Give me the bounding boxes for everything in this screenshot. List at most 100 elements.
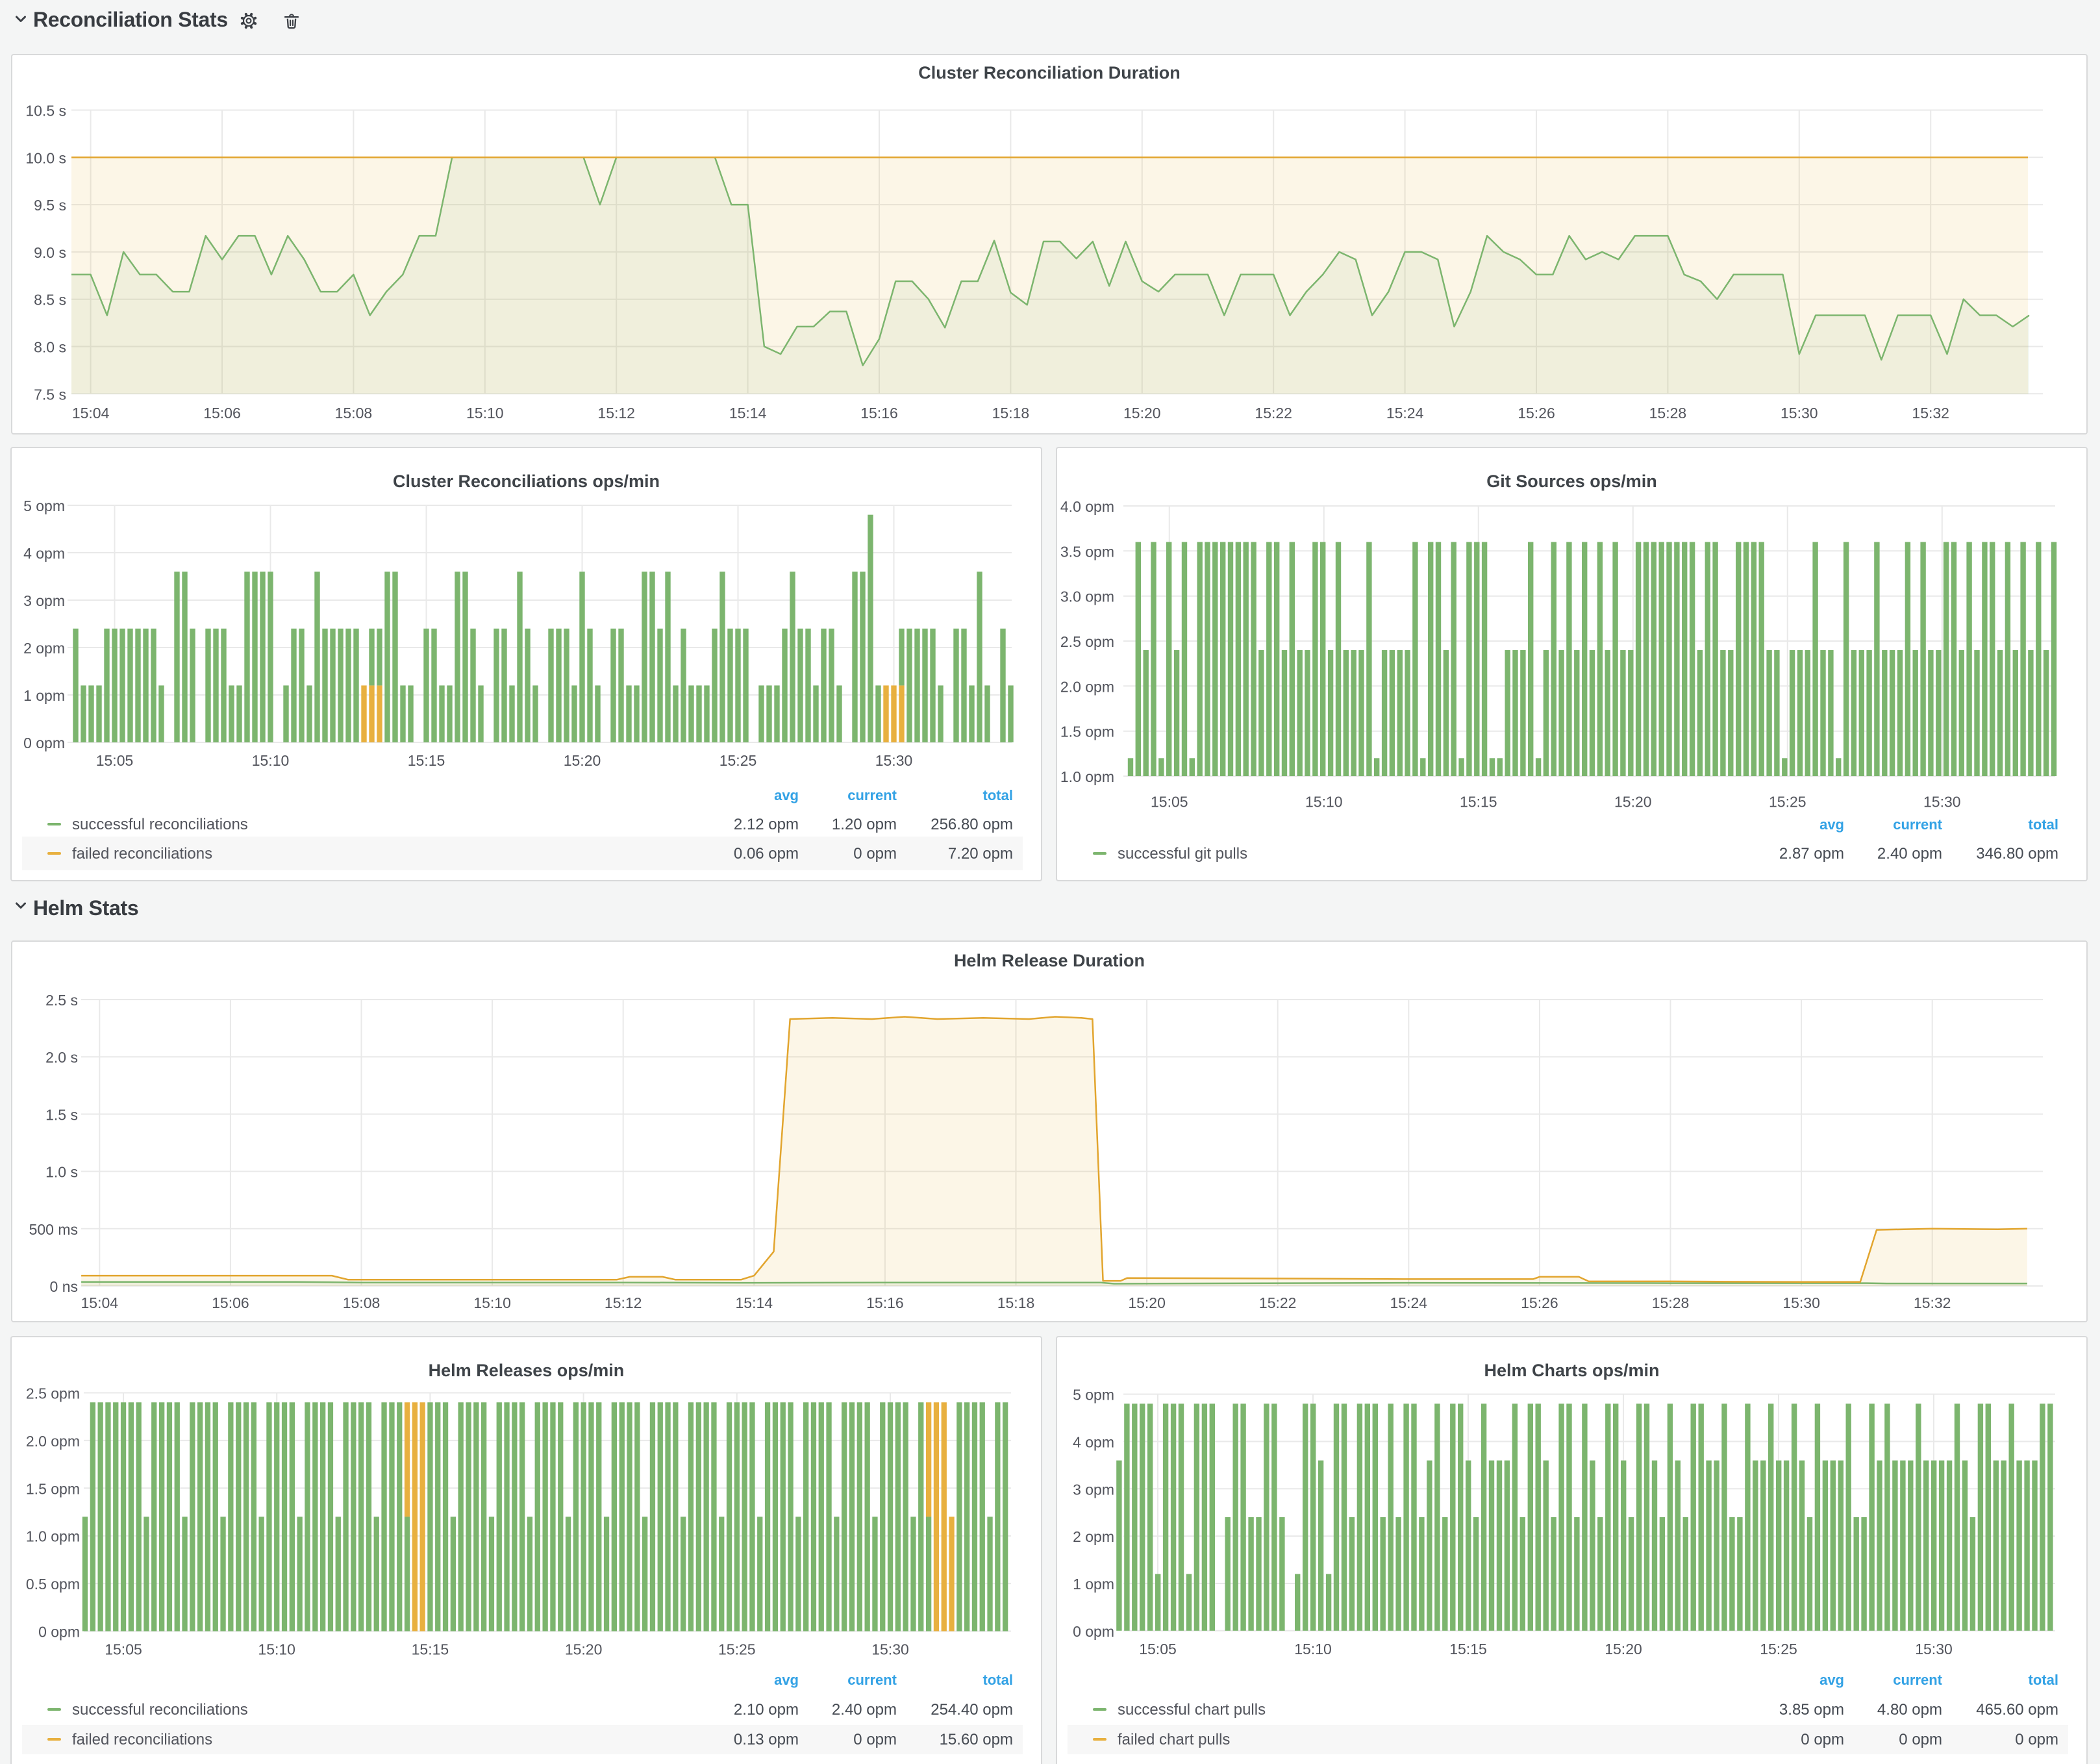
svg-text:2.12 opm: 2.12 opm [734, 816, 799, 833]
svg-text:3 opm: 3 opm [1073, 1481, 1114, 1498]
svg-text:15:30: 15:30 [1915, 1641, 1953, 1657]
svg-text:8.5 s: 8.5 s [34, 292, 66, 309]
svg-text:successful chart pulls: successful chart pulls [1118, 1701, 1266, 1719]
svg-text:failed reconciliations: failed reconciliations [72, 845, 212, 863]
svg-text:15:04: 15:04 [72, 405, 110, 422]
svg-text:15:16: 15:16 [866, 1294, 904, 1311]
svg-text:7.20 opm: 7.20 opm [948, 845, 1013, 863]
svg-text:15:06: 15:06 [212, 1294, 249, 1311]
svg-text:15:05: 15:05 [105, 1641, 142, 1658]
svg-text:15:18: 15:18 [992, 405, 1030, 422]
svg-text:avg: avg [774, 787, 799, 803]
svg-text:254.40 opm: 254.40 opm [931, 1701, 1013, 1719]
svg-text:9.5 s: 9.5 s [34, 197, 66, 214]
svg-text:0.5 opm: 0.5 opm [26, 1576, 80, 1593]
svg-text:15:25: 15:25 [719, 752, 757, 769]
svg-text:15:04: 15:04 [81, 1294, 119, 1311]
svg-text:failed reconciliations: failed reconciliations [72, 1731, 212, 1748]
svg-text:15:15: 15:15 [1460, 794, 1497, 811]
svg-text:2.40 opm: 2.40 opm [832, 1701, 897, 1719]
svg-text:0 opm: 0 opm [1801, 1731, 1844, 1748]
svg-text:15:25: 15:25 [1769, 794, 1806, 811]
svg-text:0 opm: 0 opm [38, 1624, 80, 1641]
svg-text:15:08: 15:08 [335, 405, 373, 422]
svg-text:1.0 opm: 1.0 opm [1060, 768, 1114, 785]
svg-text:current: current [1893, 1672, 1942, 1688]
svg-text:5 opm: 5 opm [23, 498, 65, 514]
svg-text:15:20: 15:20 [565, 1641, 603, 1658]
svg-text:Cluster Reconciliations ops/mi: Cluster Reconciliations ops/min [393, 472, 660, 491]
svg-text:current: current [847, 787, 897, 803]
svg-text:2 opm: 2 opm [1073, 1528, 1114, 1545]
svg-text:15:30: 15:30 [875, 752, 913, 769]
svg-text:3 opm: 3 opm [23, 592, 65, 609]
svg-text:2.40 opm: 2.40 opm [1877, 845, 1942, 863]
svg-text:0 opm: 0 opm [2015, 1731, 2058, 1748]
svg-text:1.5 s: 1.5 s [45, 1106, 78, 1123]
svg-text:Git Sources ops/min: Git Sources ops/min [1486, 472, 1657, 491]
svg-text:15:30: 15:30 [871, 1641, 909, 1658]
svg-text:avg: avg [1819, 816, 1844, 833]
svg-text:15:30: 15:30 [1781, 405, 1818, 422]
svg-text:15:32: 15:32 [1914, 1294, 1951, 1311]
svg-text:256.80 opm: 256.80 opm [931, 816, 1013, 833]
svg-text:2.0 opm: 2.0 opm [1060, 678, 1114, 695]
svg-text:4.80 opm: 4.80 opm [1877, 1701, 1942, 1719]
svg-text:0 opm: 0 opm [1899, 1731, 1942, 1748]
svg-text:avg: avg [774, 1672, 799, 1688]
svg-text:15:10: 15:10 [258, 1641, 295, 1658]
svg-text:0 opm: 0 opm [23, 735, 65, 751]
svg-text:15:05: 15:05 [1151, 794, 1188, 811]
svg-text:3.85 opm: 3.85 opm [1779, 1701, 1844, 1719]
svg-text:failed chart pulls: failed chart pulls [1118, 1731, 1230, 1748]
svg-text:15:25: 15:25 [1760, 1641, 1797, 1657]
svg-text:5 opm: 5 opm [1073, 1387, 1114, 1404]
svg-text:15:10: 15:10 [473, 1294, 511, 1311]
svg-text:15:20: 15:20 [1614, 794, 1652, 811]
svg-text:15:15: 15:15 [1449, 1641, 1487, 1657]
svg-text:15:15: 15:15 [412, 1641, 449, 1658]
svg-text:total: total [2029, 1672, 2058, 1688]
svg-text:15:15: 15:15 [408, 752, 445, 769]
svg-text:Cluster Reconciliation Duratio: Cluster Reconciliation Duration [918, 63, 1181, 82]
svg-text:total: total [983, 787, 1013, 803]
svg-text:1 opm: 1 opm [23, 687, 65, 704]
svg-text:15:20: 15:20 [1123, 405, 1161, 422]
svg-text:8.0 s: 8.0 s [34, 339, 66, 356]
svg-text:2.5 opm: 2.5 opm [1060, 633, 1114, 650]
svg-text:10.0 s: 10.0 s [25, 149, 66, 166]
svg-text:2.5 s: 2.5 s [45, 992, 78, 1009]
svg-text:0 ns: 0 ns [50, 1278, 78, 1295]
svg-text:2.0 opm: 2.0 opm [26, 1433, 80, 1450]
svg-text:15:08: 15:08 [343, 1294, 381, 1311]
svg-text:Helm Releases ops/min: Helm Releases ops/min [429, 1361, 625, 1380]
svg-text:15:12: 15:12 [597, 405, 635, 422]
svg-text:15:22: 15:22 [1255, 405, 1292, 422]
svg-text:15:20: 15:20 [1128, 1294, 1166, 1311]
svg-text:successful reconciliations: successful reconciliations [72, 1701, 248, 1719]
svg-text:1.20 opm: 1.20 opm [832, 816, 897, 833]
svg-text:0 opm: 0 opm [853, 1731, 897, 1748]
svg-text:15:05: 15:05 [1139, 1641, 1177, 1657]
svg-text:successful git pulls: successful git pulls [1118, 845, 1247, 863]
svg-text:current: current [847, 1672, 897, 1688]
svg-text:4 opm: 4 opm [1073, 1433, 1114, 1450]
svg-text:15:06: 15:06 [203, 405, 241, 422]
svg-text:15:28: 15:28 [1649, 405, 1687, 422]
svg-text:15:12: 15:12 [605, 1294, 642, 1311]
svg-text:total: total [983, 1672, 1013, 1688]
svg-text:total: total [2029, 816, 2058, 833]
svg-text:4 opm: 4 opm [23, 545, 65, 562]
svg-text:9.0 s: 9.0 s [34, 244, 66, 261]
svg-text:3.5 opm: 3.5 opm [1060, 543, 1114, 560]
svg-text:15:26: 15:26 [1518, 405, 1555, 422]
svg-text:15:10: 15:10 [466, 405, 504, 422]
svg-text:15:20: 15:20 [1605, 1641, 1642, 1657]
svg-text:1.5 opm: 1.5 opm [1060, 724, 1114, 740]
svg-text:15:30: 15:30 [1923, 794, 1961, 811]
svg-text:15:26: 15:26 [1521, 1294, 1558, 1311]
svg-text:15:14: 15:14 [729, 405, 767, 422]
svg-text:2.10 opm: 2.10 opm [734, 1701, 799, 1719]
svg-text:15:24: 15:24 [1386, 405, 1424, 422]
svg-text:15:24: 15:24 [1390, 1294, 1428, 1311]
